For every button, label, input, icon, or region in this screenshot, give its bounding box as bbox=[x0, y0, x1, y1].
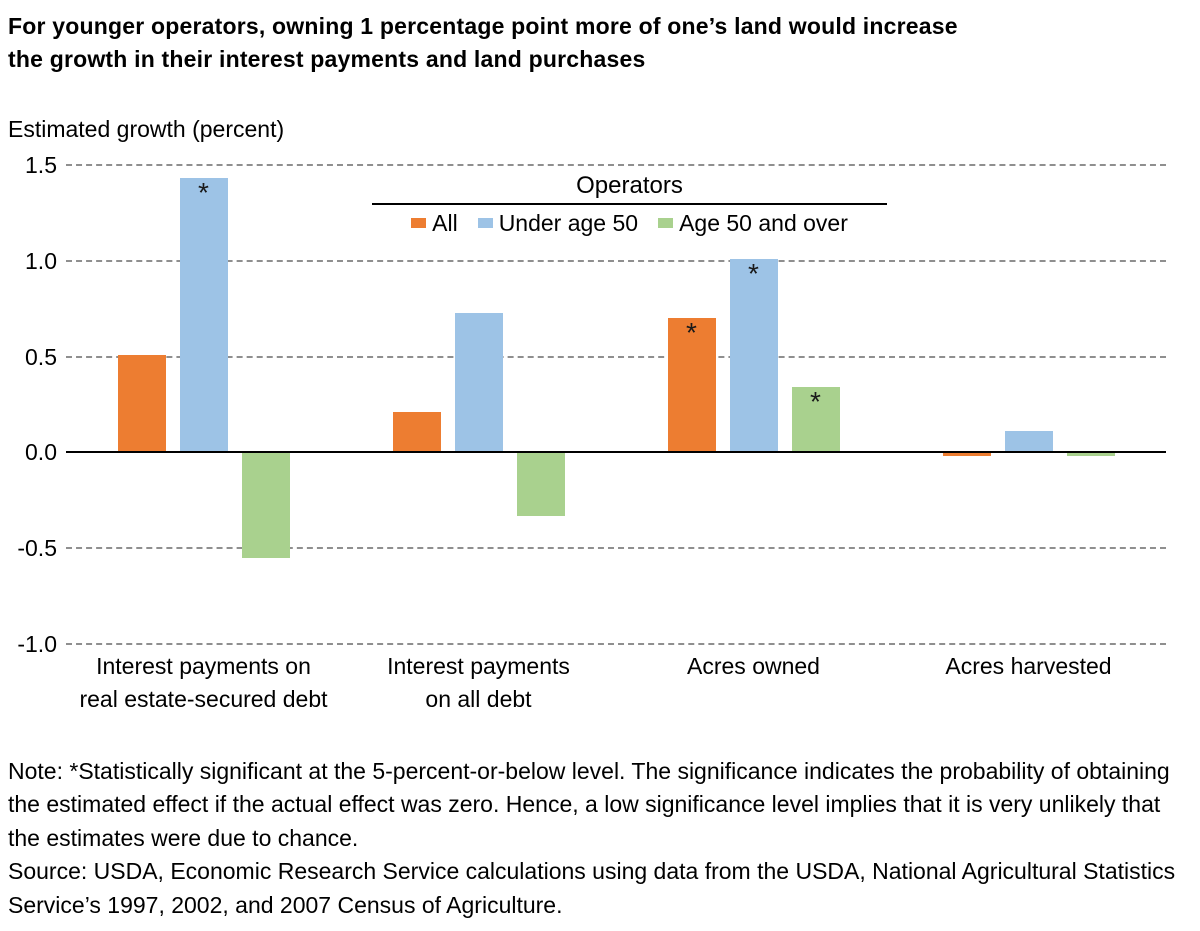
legend-swatch bbox=[658, 218, 674, 228]
bar-age-50-and-over bbox=[241, 452, 290, 558]
legend-item-label: Under age 50 bbox=[498, 210, 639, 236]
y-tick-label: 0.5 bbox=[25, 343, 57, 370]
legend-swatch bbox=[411, 218, 427, 228]
significance-asterisk: * bbox=[810, 386, 821, 418]
y-tick-label: 0.0 bbox=[25, 439, 57, 466]
footnotes: Note: *Statistically significant at the … bbox=[8, 755, 1196, 922]
bar-age-50-and-over: * bbox=[791, 386, 840, 453]
bar-all bbox=[392, 412, 441, 453]
gridline bbox=[66, 643, 1166, 645]
bar-under-age-50 bbox=[454, 312, 503, 453]
y-tick-label: 1.0 bbox=[25, 247, 57, 274]
legend-item-all: All bbox=[411, 210, 458, 236]
significance-asterisk: * bbox=[748, 257, 759, 289]
bar-all: * bbox=[667, 317, 716, 453]
legend-swatch bbox=[477, 218, 493, 228]
gridline bbox=[66, 547, 1166, 550]
legend-item-under-age-50: Under age 50 bbox=[477, 210, 639, 236]
significance-asterisk: * bbox=[686, 317, 697, 349]
y-axis-title: Estimated growth (percent) bbox=[8, 116, 285, 142]
x-category-label: Interest payments on all debt bbox=[387, 653, 570, 712]
bar-all bbox=[942, 452, 991, 457]
gridline bbox=[66, 164, 1166, 166]
bar-under-age-50: * bbox=[179, 177, 228, 453]
y-tick-label: 1.5 bbox=[25, 152, 57, 178]
y-tick-label: -1.0 bbox=[17, 631, 57, 657]
significance-asterisk: * bbox=[198, 177, 209, 209]
legend-item-label: Age 50 and over bbox=[679, 210, 848, 236]
chart-title-line-1: For younger operators, owning 1 percenta… bbox=[8, 13, 958, 39]
bar-all bbox=[117, 354, 166, 453]
legend-title: Operators bbox=[372, 171, 887, 205]
y-tick-label: -0.5 bbox=[17, 535, 57, 562]
source-text: Source: USDA, Economic Research Service … bbox=[8, 858, 1176, 918]
x-axis-zero-line bbox=[66, 451, 1166, 454]
gridline bbox=[66, 355, 1166, 358]
x-category-label: Acres owned bbox=[687, 653, 820, 679]
legend-item-age-50-and-over: Age 50 and over bbox=[658, 210, 848, 236]
legend-item-label: All bbox=[432, 210, 458, 236]
bar-under-age-50: * bbox=[729, 257, 778, 453]
x-category-label: Interest payments on real estate-secured… bbox=[79, 653, 328, 712]
bar-age-50-and-over bbox=[1066, 452, 1115, 457]
gridline bbox=[66, 259, 1166, 262]
chart-title-line-2: the growth in their interest payments an… bbox=[8, 46, 646, 72]
bar-age-50-and-over bbox=[516, 452, 565, 516]
note-text: Note: *Statistically significant at the … bbox=[8, 758, 1170, 851]
chart-title: For younger operators, owning 1 percenta… bbox=[8, 10, 958, 76]
bar-under-age-50 bbox=[1004, 431, 1053, 453]
x-category-label: Acres harvested bbox=[945, 653, 1112, 679]
legend-items: All Under age 50 Age 50 and over bbox=[372, 210, 887, 236]
legend: Operators All Under age 50 Age 50 and over bbox=[372, 171, 887, 236]
